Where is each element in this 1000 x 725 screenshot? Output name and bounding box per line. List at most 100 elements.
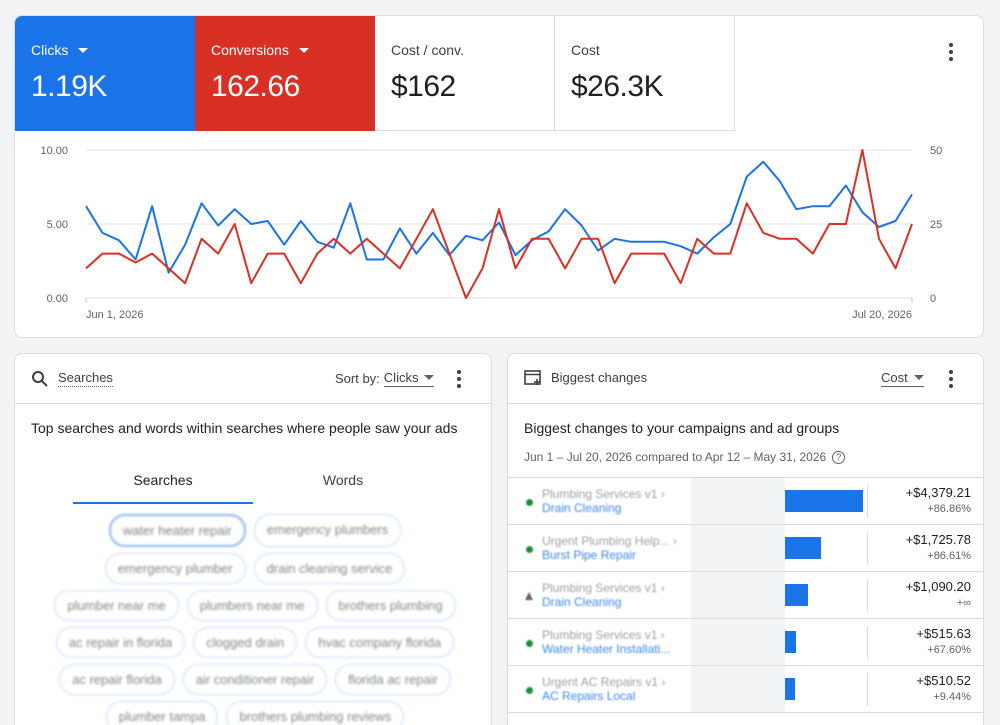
change-percent: +∞ [956, 597, 971, 609]
search-term-chip[interactable]: emergency plumbers [253, 514, 402, 547]
change-bar [785, 631, 796, 653]
metric-clicks-value: 1.19K [31, 70, 107, 103]
campaign-link[interactable]: Urgent AC Repairs v1 › AC Repairs Local [522, 675, 692, 703]
campaign-link[interactable]: Urgent Plumbing Help... › Burst Pipe Repa… [522, 534, 692, 562]
y-left-tick-label: 0.00 [47, 293, 68, 305]
campaign-name: Plumbing Services v1 › [542, 581, 665, 595]
searches-card-title[interactable]: Searches [58, 370, 113, 387]
y-right-tick-label: 0 [930, 293, 936, 305]
ad-group-name: Drain Cleaning [542, 595, 622, 609]
change-percent: +86.61% [927, 550, 971, 562]
search-term-chip[interactable]: brothers plumbing reviews [226, 701, 405, 725]
change-bar [785, 678, 796, 700]
changes-table: Plumbing Services v1 › Drain Cleaning +$4,… [508, 477, 983, 713]
ad-group-name: AC Repairs Local [542, 689, 636, 703]
metric-conversions[interactable]: Conversions 162.66 [195, 16, 375, 131]
change-bar-zone [691, 572, 879, 618]
active-status-icon [526, 499, 533, 506]
changes-sort-dropdown[interactable]: Cost [881, 370, 924, 387]
change-amount: +$515.63 [916, 626, 971, 641]
search-term-chip[interactable]: florida ac repair [335, 664, 451, 695]
metric-cost-label: Cost [571, 42, 600, 58]
searches-description: Top searches and words within searches w… [31, 420, 458, 436]
metric-clicks-label-row: Clicks [31, 42, 179, 58]
tab-searches[interactable]: Searches [73, 462, 253, 504]
window-plus-icon [524, 370, 541, 385]
table-row: Urgent AC Repairs v1 › AC Repairs Local +$… [508, 666, 983, 713]
changes-date-range: Jun 1 – Jul 20, 2026 compared to Apr 12 … [524, 450, 846, 464]
change-values: +$515.63 +67.60% [867, 626, 971, 659]
change-amount: +$1,090.20 [905, 579, 971, 594]
metric-cost[interactable]: Cost $26.3K [555, 16, 735, 131]
search-term-chip[interactable]: drain cleaning service [253, 553, 406, 584]
searches-card: Searches Sort by: Clicks Top searches an… [14, 353, 492, 725]
metric-clicks[interactable]: Clicks 1.19K [15, 16, 195, 131]
search-term-chip[interactable]: ac repair florida [59, 664, 175, 695]
dropdown-caret-icon[interactable] [78, 47, 89, 53]
metric-clicks-label: Clicks [31, 42, 69, 58]
search-term-chip[interactable]: clogged drain [193, 627, 298, 658]
campaign-link[interactable]: Plumbing Services v1 › Drain Cleaning [522, 581, 692, 609]
more-options-icon[interactable] [939, 40, 963, 64]
x-tick-label: Jul 20, 2026 [852, 309, 912, 321]
search-term-chip[interactable]: emergency plumber [104, 553, 246, 584]
changes-card-header: Biggest changes Cost [508, 354, 983, 404]
changes-sort-value: Cost [881, 370, 908, 385]
change-amount: +$1,725.78 [905, 532, 971, 547]
ad-group-name: Water Heater Installati... [542, 642, 671, 656]
sort-control[interactable]: Sort by: Clicks [335, 370, 435, 387]
sort-dropdown[interactable]: Clicks [383, 370, 435, 387]
change-bar [785, 537, 821, 559]
more-options-icon[interactable] [447, 367, 471, 391]
search-term-chip[interactable]: brothers plumbing [325, 590, 456, 621]
sort-label: Sort by: [335, 371, 380, 386]
campaign-name: Urgent Plumbing Help... › [542, 534, 677, 548]
search-icon [32, 371, 48, 387]
search-term-chip[interactable]: hvac company florida [305, 627, 455, 658]
dropdown-caret-icon[interactable] [298, 47, 309, 53]
y-left-tick-label: 10.00 [40, 145, 68, 157]
search-term-chip[interactable]: plumber tampa [105, 701, 219, 725]
metric-cost-per-conv-value: $162 [391, 70, 456, 103]
search-term-chip[interactable]: air conditioner repair [182, 664, 328, 695]
search-term-chip[interactable]: plumbers near me [186, 590, 318, 621]
biggest-changes-card: Biggest changes Cost Biggest changes to … [507, 353, 984, 725]
change-bar [785, 490, 863, 512]
searches-tabs: Searches Words [73, 462, 433, 504]
table-row: Plumbing Services v1 › Drain Cleaning +$4,… [508, 478, 983, 525]
search-term-chip[interactable]: water heater repair [108, 514, 246, 547]
metric-cost-per-conv[interactable]: Cost / conv. $162 [375, 16, 555, 131]
ad-group-name: Burst Pipe Repair [542, 548, 637, 562]
search-terms-cloud: water heater repair emergency plumbers eme… [35, 514, 475, 725]
changes-card-title: Biggest changes [551, 370, 648, 385]
help-icon[interactable]: ? [832, 450, 846, 464]
conversions-series-line [85, 149, 913, 299]
campaign-name: Plumbing Services v1 › [542, 487, 665, 501]
sort-value: Clicks [383, 370, 419, 385]
paused-status-icon [525, 592, 533, 600]
search-chip-row: ac repair florida air conditioner repair f… [35, 664, 475, 695]
change-bar-zone [691, 666, 879, 712]
metric-cost-value: $26.3K [571, 70, 664, 103]
change-bar-zone [691, 478, 879, 524]
search-chip-row: plumber tampa brothers plumbing reviews [35, 701, 475, 725]
table-row: Plumbing Services v1 › Water Heater Insta… [508, 619, 983, 666]
active-status-icon [526, 687, 533, 694]
campaign-link[interactable]: Plumbing Services v1 › Water Heater Insta… [522, 628, 692, 656]
tab-words[interactable]: Words [322, 472, 364, 488]
active-status-icon [526, 546, 533, 553]
table-row: Urgent Plumbing Help... › Burst Pipe Repa… [508, 525, 983, 572]
active-status-icon [526, 640, 533, 647]
search-chip-row: plumber near me plumbers near me brothers … [35, 590, 475, 621]
bar-negative-area [691, 619, 785, 665]
metric-conversions-label: Conversions [211, 42, 289, 58]
more-options-icon[interactable] [939, 367, 963, 391]
searches-card-header: Searches Sort by: Clicks [15, 354, 491, 404]
search-term-chip[interactable]: plumber near me [54, 590, 179, 621]
performance-card: Clicks 1.19K Conversions 162.66 Cost / c… [14, 15, 984, 338]
change-bar-zone [691, 619, 879, 665]
search-term-chip[interactable]: ac repair in florida [55, 627, 186, 658]
metric-conversions-label-row: Conversions [211, 42, 359, 58]
bar-negative-area [691, 478, 785, 524]
campaign-link[interactable]: Plumbing Services v1 › Drain Cleaning [522, 487, 692, 515]
